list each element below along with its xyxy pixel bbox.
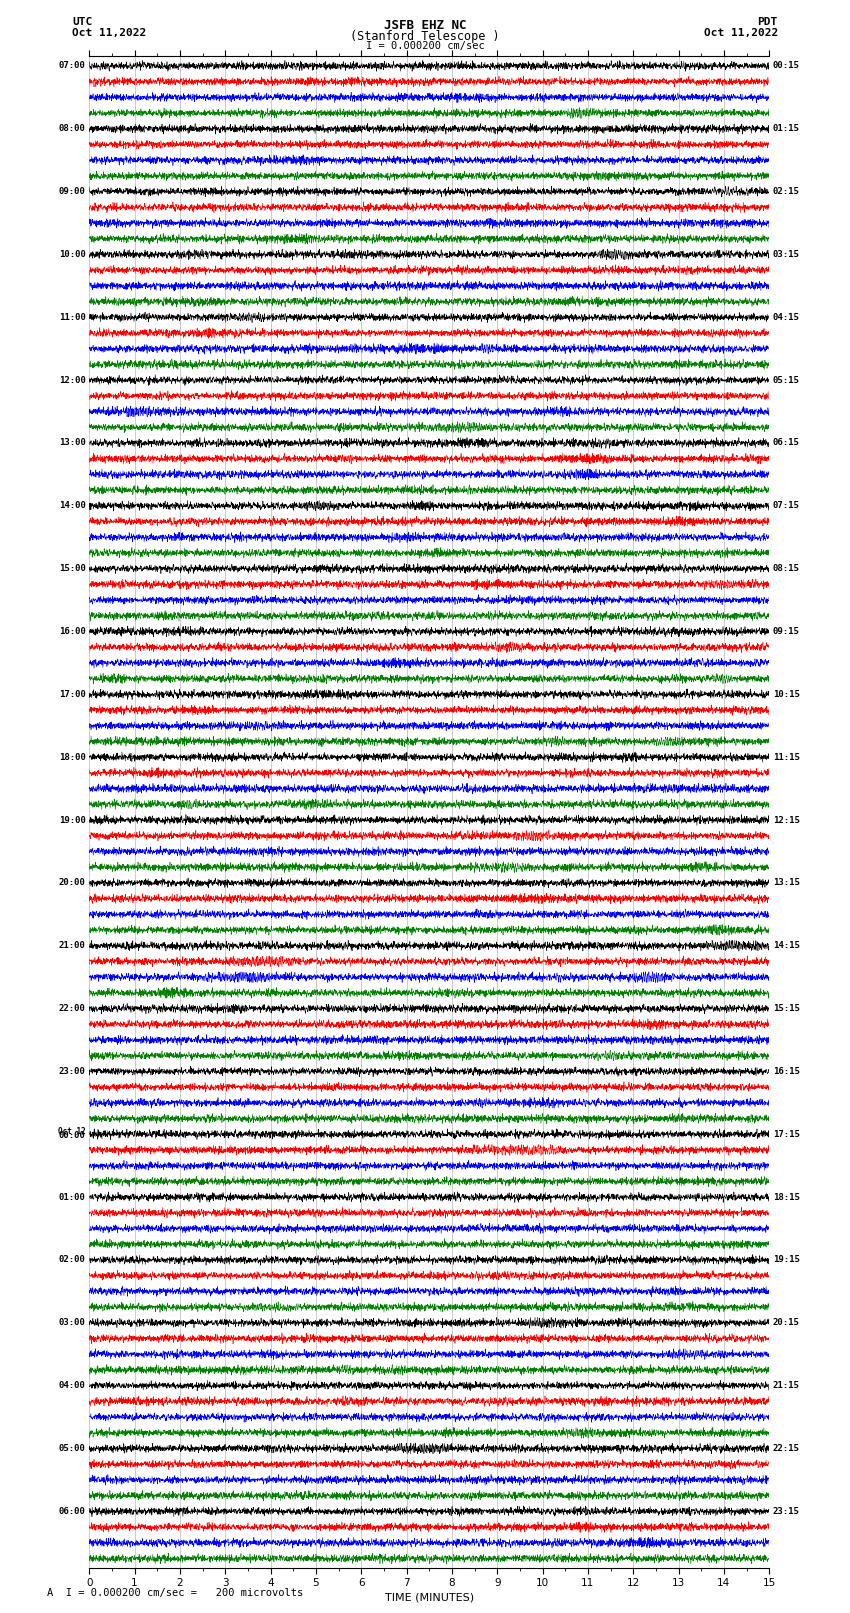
Text: 11:15: 11:15 xyxy=(773,753,800,761)
Text: UTC: UTC xyxy=(72,18,93,27)
Text: Oct 12: Oct 12 xyxy=(58,1127,86,1137)
Text: 20:00: 20:00 xyxy=(59,879,86,887)
Text: Oct 11,2022: Oct 11,2022 xyxy=(704,29,778,39)
X-axis label: TIME (MINUTES): TIME (MINUTES) xyxy=(385,1592,473,1602)
Text: (Stanford Telescope ): (Stanford Telescope ) xyxy=(350,31,500,44)
Text: 14:15: 14:15 xyxy=(773,942,800,950)
Text: 01:00: 01:00 xyxy=(59,1192,86,1202)
Text: JSFB EHZ NC: JSFB EHZ NC xyxy=(383,18,467,32)
Text: 17:00: 17:00 xyxy=(59,690,86,698)
Text: 04:00: 04:00 xyxy=(59,1381,86,1390)
Text: 02:00: 02:00 xyxy=(59,1255,86,1265)
Text: 06:00: 06:00 xyxy=(59,1507,86,1516)
Text: 20:15: 20:15 xyxy=(773,1318,800,1327)
Text: 05:00: 05:00 xyxy=(59,1444,86,1453)
Text: 22:15: 22:15 xyxy=(773,1444,800,1453)
Text: 13:00: 13:00 xyxy=(59,439,86,447)
Text: 09:00: 09:00 xyxy=(59,187,86,197)
Text: 01:15: 01:15 xyxy=(773,124,800,134)
Text: 19:15: 19:15 xyxy=(773,1255,800,1265)
Text: 15:15: 15:15 xyxy=(773,1003,800,1013)
Text: I = 0.000200 cm/sec: I = 0.000200 cm/sec xyxy=(366,40,484,52)
Text: 16:00: 16:00 xyxy=(59,627,86,636)
Text: 11:00: 11:00 xyxy=(59,313,86,321)
Text: 13:15: 13:15 xyxy=(773,879,800,887)
Text: 08:00: 08:00 xyxy=(59,124,86,134)
Text: 22:00: 22:00 xyxy=(59,1003,86,1013)
Text: 23:15: 23:15 xyxy=(773,1507,800,1516)
Text: 03:00: 03:00 xyxy=(59,1318,86,1327)
Text: PDT: PDT xyxy=(757,18,778,27)
Text: 04:15: 04:15 xyxy=(773,313,800,321)
Text: 02:15: 02:15 xyxy=(773,187,800,197)
Text: Oct 11,2022: Oct 11,2022 xyxy=(72,29,146,39)
Text: 21:00: 21:00 xyxy=(59,942,86,950)
Text: 15:00: 15:00 xyxy=(59,565,86,573)
Text: 18:00: 18:00 xyxy=(59,753,86,761)
Text: 00:00: 00:00 xyxy=(59,1131,86,1140)
Text: 07:00: 07:00 xyxy=(59,61,86,71)
Text: 05:15: 05:15 xyxy=(773,376,800,384)
Text: 00:15: 00:15 xyxy=(773,61,800,71)
Text: 17:15: 17:15 xyxy=(773,1129,800,1139)
Text: 09:15: 09:15 xyxy=(773,627,800,636)
Text: 08:15: 08:15 xyxy=(773,565,800,573)
Text: 12:15: 12:15 xyxy=(773,816,800,824)
Text: 06:15: 06:15 xyxy=(773,439,800,447)
Text: 10:00: 10:00 xyxy=(59,250,86,260)
Text: 16:15: 16:15 xyxy=(773,1066,800,1076)
Text: 19:00: 19:00 xyxy=(59,816,86,824)
Text: 21:15: 21:15 xyxy=(773,1381,800,1390)
Text: 23:00: 23:00 xyxy=(59,1066,86,1076)
Text: 10:15: 10:15 xyxy=(773,690,800,698)
Text: 07:15: 07:15 xyxy=(773,502,800,510)
Text: 03:15: 03:15 xyxy=(773,250,800,260)
Text: 18:15: 18:15 xyxy=(773,1192,800,1202)
Text: A  I = 0.000200 cm/sec =   200 microvolts: A I = 0.000200 cm/sec = 200 microvolts xyxy=(47,1589,303,1598)
Text: 14:00: 14:00 xyxy=(59,502,86,510)
Text: 12:00: 12:00 xyxy=(59,376,86,384)
